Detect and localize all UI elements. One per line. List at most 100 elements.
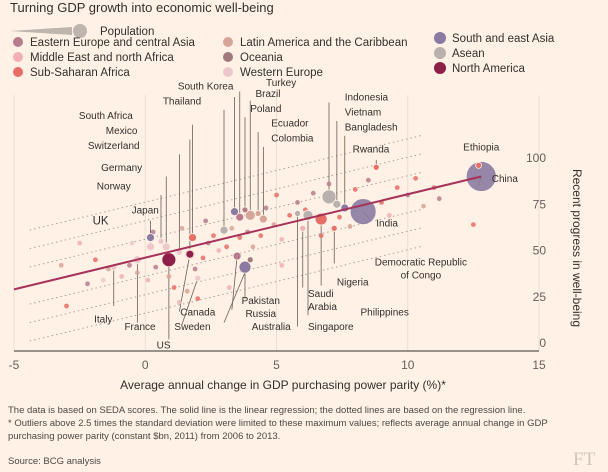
legend-swatch-middle-east-and-north-africa [13,52,23,62]
legend-swatch-north-america [434,62,446,74]
label-ethiopia: Ethiopia [463,143,500,154]
label-singapore: Singapore [308,322,354,333]
point-us [161,252,177,268]
dotted-band-minus20 [29,226,424,324]
size-wedge-icon [10,27,72,35]
dotted-band-plus30 [29,134,424,231]
label-nigeria: Nigeria [337,278,369,289]
label-norway: Norway [97,181,131,192]
data-point-50 [274,192,279,198]
legend-label-sub-saharan-africa: Sub-Saharan Africa [30,67,130,79]
data-point-7 [145,277,151,283]
label-south-korea: South Korea [178,82,234,93]
x-tick-label-10: 10 [401,358,415,372]
note-line-2: * Outliers above 2.5 times the standard … [8,418,548,429]
chart-title: Turning GDP growth into economic well-be… [10,0,274,15]
data-point-32 [326,181,332,187]
label-saudi-arabia: Saudi Arabia [308,289,337,313]
point-colombia [258,214,268,224]
data-point-48 [129,240,135,246]
label-colombia: Colombia [271,133,314,144]
label-france: France [124,322,156,333]
y-axis-title: Recent progress in well-being [570,169,584,327]
point-canada [185,249,195,259]
dotted-band-minus30 [29,245,424,342]
point-ecuador [254,210,262,217]
y-axis: 0 25 50 75 100 [526,151,546,350]
label-us: US [157,341,171,352]
data-point-45 [470,222,476,228]
point-indonesia [321,189,337,205]
legend-label-oceania: Oceania [240,52,283,64]
data-point-4 [119,274,125,279]
label-poland: Poland [250,104,281,115]
regression-bands [29,134,424,342]
data-point-49 [203,218,209,224]
legend-swatch-south-and-east-asia [434,32,446,44]
data-point-13 [192,266,198,272]
legend-swatch-asean [434,47,446,59]
point-labels: China Ethiopia India Rwanda Bangladesh Vietna… [79,78,518,352]
data-point-26 [279,237,285,242]
y-tick-label-75: 75 [533,197,547,211]
point-rwanda [372,163,380,171]
data-point-6 [134,270,140,276]
legend-swatch-western-europe [223,67,233,77]
data-point-35 [352,187,358,192]
legend-label-latin-america-and-the-caribbean: Latin America and the Caribbean [240,37,408,49]
data-point-20 [237,235,243,240]
ft-logo: FT [573,449,596,470]
data-point-55 [92,257,98,263]
label-india: India [376,218,398,229]
data-point-17 [216,248,222,253]
data-point-18 [224,244,230,250]
label-russia: Russia [245,309,276,320]
legend-label-south-and-east-asia: South and east Asia [452,33,555,45]
label-line-democratic-republic-of-congo-1: of Congo [401,270,442,281]
data-point-14 [200,255,206,261]
y-tick-label-50: 50 [533,244,547,258]
data-point-10 [171,285,177,290]
data-point-2 [100,277,106,283]
legend-label-middle-east-and-north-africa: Middle East and north Africa [30,52,174,64]
data-point-47 [150,229,156,235]
x-axis-title: Average annual change in GDP purchasing … [120,378,446,392]
legend-label-western-europe: Western Europe [240,67,323,79]
data-point-46 [179,225,185,231]
data-point-24 [263,205,269,211]
leader-sweden [181,278,199,325]
label-turkey: Turkey [266,78,296,89]
label-leader-lines [113,91,482,340]
data-point-5 [127,262,132,268]
label-japan: Japan [132,206,159,217]
label-line-democratic-republic-of-congo-0: Democratic Republic [375,257,467,268]
point-ethiopia [475,161,483,169]
data-point-28 [295,200,300,205]
size-circle-icon [73,24,87,38]
data-point-0 [64,303,69,309]
other-points [58,175,476,309]
label-pakistan: Pakistan [242,296,280,307]
legend-label-asean: Asean [452,48,485,60]
label-line-saudi-arabia-1: Arabia [308,302,337,313]
point-poland [241,206,249,214]
data-point-44 [436,196,442,202]
x-tick-label-5: 5 [273,358,280,372]
label-germany: Germany [101,163,142,174]
label-canada: Canada [180,307,215,318]
label-italy: Italy [94,315,112,326]
population-size-key: Population [10,24,154,38]
label-sweden: Sweden [174,322,210,333]
data-point-11 [176,299,182,305]
data-point-22 [250,244,256,250]
legend-swatch-sub-saharan-africa [13,67,23,77]
point-australia [246,256,254,264]
data-point-39 [394,185,400,191]
data-point-41 [413,175,419,181]
data-point-54 [279,262,285,268]
point-india [349,198,377,226]
y-tick-label-0: 0 [539,336,546,350]
y-tick-label-100: 100 [526,151,546,165]
label-mexico: Mexico [106,126,138,137]
